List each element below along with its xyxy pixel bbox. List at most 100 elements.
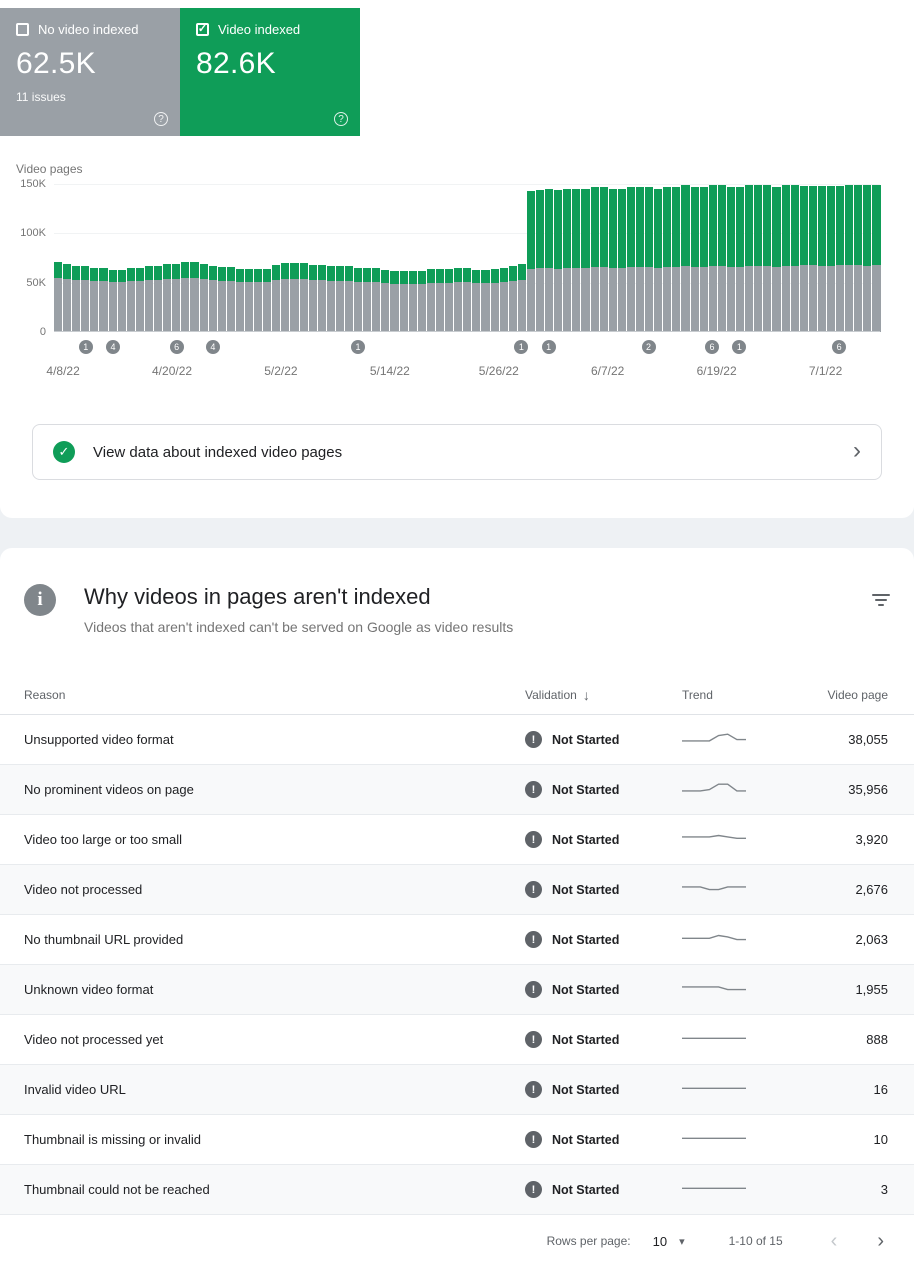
column-header-reason[interactable]: Reason	[24, 687, 66, 702]
chart-bar[interactable]	[608, 189, 617, 332]
chart-bar[interactable]	[699, 187, 708, 332]
reason-cell[interactable]: No prominent videos on page	[24, 782, 194, 797]
table-row[interactable]: No prominent videos on page ! Not Starte…	[0, 765, 914, 815]
chart-bar[interactable]	[817, 186, 826, 332]
chart-bar[interactable]	[272, 264, 281, 332]
annotation-badge[interactable]: 2	[641, 340, 656, 354]
reason-cell[interactable]: Video too large or too small	[24, 832, 183, 847]
chart-bar[interactable]	[599, 187, 608, 332]
chart-bar[interactable]	[617, 189, 626, 332]
chart-bar[interactable]	[590, 187, 599, 332]
chart-bar[interactable]	[363, 267, 372, 332]
help-icon[interactable]: ?	[154, 112, 168, 126]
chevron-right-icon[interactable]: ›	[853, 436, 861, 464]
chart-bar[interactable]	[354, 267, 363, 332]
column-header-validation[interactable]: Validation ↓	[525, 686, 590, 703]
video-pages-chart[interactable]: 150K 100K 50K 0 1 4 6 4 1 1 1 2 6 1 6 4/8/22 4/20/22…	[0, 178, 914, 378]
chart-bar[interactable]	[408, 270, 417, 332]
chart-bar[interactable]	[263, 268, 272, 332]
chart-bar[interactable]	[281, 262, 290, 332]
no-video-indexed-card[interactable]: No video indexed 62.5K 11 issues ?	[0, 8, 180, 136]
chart-bar[interactable]	[163, 263, 172, 332]
chart-bar[interactable]	[254, 268, 263, 332]
help-icon[interactable]: ?	[334, 112, 348, 126]
chart-bar[interactable]	[399, 270, 408, 332]
view-indexed-data-row[interactable]: ✓ View data about indexed video pages ›	[32, 424, 882, 480]
chart-bar[interactable]	[54, 261, 63, 332]
chart-bar[interactable]	[144, 265, 154, 332]
table-row[interactable]: Unknown video format ! Not Started 1,955	[0, 965, 914, 1015]
chart-bar[interactable]	[681, 185, 690, 332]
chart-bar[interactable]	[435, 268, 445, 332]
annotation-badge[interactable]: 1	[351, 340, 366, 354]
chart-bar[interactable]	[326, 265, 335, 332]
chart-bar[interactable]	[426, 268, 435, 332]
chart-bar[interactable]	[572, 189, 581, 332]
reason-cell[interactable]: Invalid video URL	[24, 1082, 126, 1097]
reason-cell[interactable]: Thumbnail could not be reached	[24, 1182, 210, 1197]
annotation-badge[interactable]: 1	[514, 340, 529, 354]
chart-bar[interactable]	[490, 268, 499, 332]
table-row[interactable]: Thumbnail could not be reached ! Not Sta…	[0, 1165, 914, 1215]
chart-bar[interactable]	[663, 187, 672, 332]
table-row[interactable]: Invalid video URL ! Not Started 16	[0, 1065, 914, 1115]
chart-plot-area[interactable]: 1 4 6 4 1 1 1 2 6 1 6 4/8/22 4/20/22 5/2/22 5/14/22 5/2…	[46, 184, 881, 378]
chart-bar[interactable]	[672, 187, 681, 332]
chart-bar[interactable]	[654, 189, 663, 332]
chart-bar[interactable]	[299, 262, 308, 332]
chart-bar[interactable]	[108, 269, 117, 332]
chart-bar[interactable]	[345, 265, 354, 332]
reason-cell[interactable]: Unsupported video format	[24, 732, 174, 747]
chart-bar[interactable]	[636, 187, 645, 332]
column-header-video-page[interactable]: Video page	[827, 687, 888, 702]
annotation-badge[interactable]: 1	[541, 340, 556, 354]
chart-bar[interactable]	[854, 185, 863, 332]
annotation-badge[interactable]: 4	[105, 340, 120, 354]
chart-bar[interactable]	[117, 269, 126, 332]
chart-bar[interactable]	[863, 185, 872, 332]
video-indexed-card[interactable]: ✓ Video indexed 82.6K ?	[180, 8, 360, 136]
stacked-bars[interactable]	[54, 184, 881, 332]
table-row[interactable]: Video not processed ! Not Started 2,676	[0, 865, 914, 915]
chart-bar[interactable]	[417, 270, 426, 332]
chart-bar[interactable]	[199, 263, 208, 332]
chart-bar[interactable]	[781, 185, 790, 332]
chart-bar[interactable]	[872, 185, 881, 332]
chart-bar[interactable]	[508, 265, 517, 332]
chart-bar[interactable]	[290, 262, 299, 332]
column-header-trend[interactable]: Trend	[682, 687, 713, 702]
chart-bar[interactable]	[763, 185, 772, 332]
chart-bar[interactable]	[526, 191, 535, 332]
annotation-badge[interactable]: 4	[205, 340, 220, 354]
chart-bar[interactable]	[845, 185, 854, 332]
annotation-badge[interactable]: 6	[169, 340, 184, 354]
chart-bar[interactable]	[335, 265, 344, 332]
chart-bar[interactable]	[517, 263, 526, 332]
chart-bar[interactable]	[772, 187, 781, 332]
annotation-badge[interactable]: 1	[78, 340, 93, 354]
chart-bar[interactable]	[826, 186, 836, 332]
chart-bar[interactable]	[708, 185, 717, 332]
chart-bar[interactable]	[799, 186, 808, 332]
reason-cell[interactable]: Video not processed	[24, 882, 143, 897]
chart-bar[interactable]	[390, 270, 399, 332]
chart-bar[interactable]	[499, 267, 508, 332]
chart-bar[interactable]	[481, 269, 490, 332]
video-indexed-checkbox[interactable]: ✓	[196, 23, 209, 36]
next-page-button[interactable]: ›	[877, 1230, 884, 1252]
chart-bar[interactable]	[790, 185, 799, 332]
no-video-indexed-checkbox[interactable]	[16, 23, 29, 36]
chart-bar[interactable]	[181, 261, 190, 332]
chart-bar[interactable]	[717, 185, 726, 332]
chart-bar[interactable]	[754, 185, 763, 332]
chart-bar[interactable]	[563, 189, 572, 332]
chart-bar[interactable]	[235, 268, 244, 332]
chart-bar[interactable]	[308, 264, 317, 332]
chart-bar[interactable]	[317, 264, 326, 332]
chart-bar[interactable]	[690, 187, 699, 332]
chart-bar[interactable]	[836, 186, 845, 332]
chart-bar[interactable]	[736, 187, 745, 332]
chart-bar[interactable]	[745, 185, 754, 332]
chart-bar[interactable]	[645, 187, 654, 332]
chart-bar[interactable]	[81, 265, 90, 332]
